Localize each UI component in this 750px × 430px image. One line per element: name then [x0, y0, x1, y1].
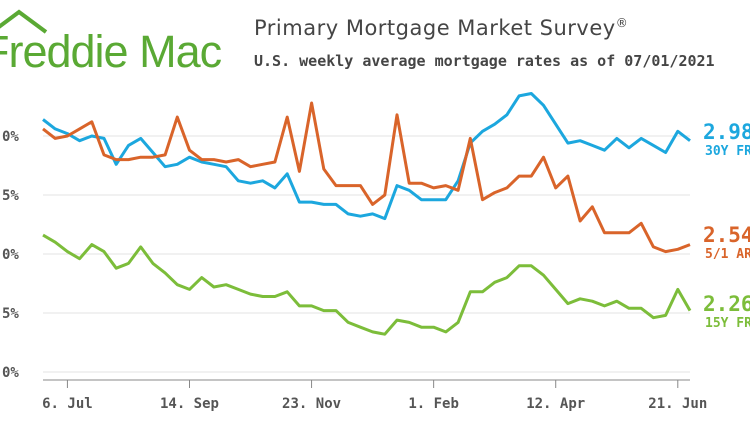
x-tick-label: 1. Feb: [408, 396, 459, 412]
y-tick-label: 5%: [2, 306, 19, 322]
series-line-fixed30: [42, 92, 691, 221]
y-tick-label: 0%: [2, 247, 19, 263]
x-tick-label: 6. Jul: [42, 396, 93, 412]
brand-name: Freddie Mac: [0, 26, 222, 77]
chart-subtitle: U.S. weekly average mortgage rates as of…: [254, 52, 715, 70]
x-tick-label: 23. Nov: [282, 396, 341, 412]
series-line-arm51: [42, 101, 691, 254]
chart-title: Primary Mortgage Market Survey®: [254, 16, 629, 40]
end-name-fixed30: 30Y FR: [705, 144, 750, 159]
x-tick-label: 14. Sep: [160, 396, 219, 412]
series-lines: [42, 92, 692, 336]
y-axis: 0% 5% 0% 5% 0%: [2, 129, 19, 381]
x-tick-label: 21. Jun: [648, 396, 707, 412]
freddie-mac-logo: Freddie Mac: [0, 6, 232, 77]
gridlines: [43, 135, 690, 373]
end-name-arm51: 5/1 AR: [705, 247, 750, 262]
end-name-fixed15: 15Y FR: [705, 316, 750, 331]
house-roof-icon: [0, 9, 48, 34]
x-tick-label: 12. Apr: [526, 396, 585, 412]
end-value-fixed30: 2.98: [703, 120, 750, 144]
y-tick-label: 5%: [2, 188, 19, 204]
y-tick-label: 0%: [2, 129, 19, 145]
end-value-arm51: 2.54: [703, 223, 750, 247]
x-axis: 6. Jul 14. Sep 23. Nov 1. Feb 12. Apr 21. Jun: [42, 379, 707, 412]
y-tick-label: 0%: [2, 365, 19, 381]
series-line-fixed15: [42, 233, 692, 336]
end-value-fixed15: 2.26: [703, 292, 750, 316]
